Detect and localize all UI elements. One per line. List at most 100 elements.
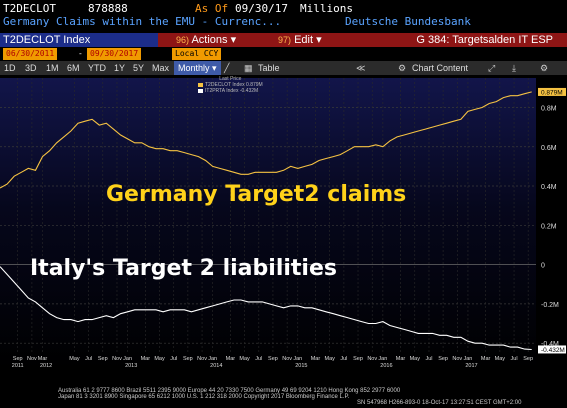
x-tick-year: 2011 xyxy=(12,363,24,369)
ticker-code: 878888 xyxy=(88,2,128,15)
x-tick-month: Nov xyxy=(282,356,292,362)
period-6m[interactable]: 6M xyxy=(67,63,80,73)
x-tick-month: Sep xyxy=(13,356,23,362)
series-line xyxy=(0,266,532,351)
x-tick-month: Jan xyxy=(208,356,217,362)
options-icon[interactable]: ⚙ xyxy=(540,63,549,73)
x-tick-month: Nov xyxy=(112,356,122,362)
legend-title: Last Price xyxy=(219,76,242,82)
x-tick-month: Mar xyxy=(481,356,491,362)
frequency-selector[interactable]: Monthly ▾ xyxy=(174,61,221,75)
last-value-label: -0.432M xyxy=(541,347,565,354)
date-range-bar: 06/30/2011 - 09/30/2017 Local CCY xyxy=(0,48,567,60)
x-tick-month: May xyxy=(410,356,421,362)
x-tick-month: Sep xyxy=(438,356,448,362)
x-tick-month: Jul xyxy=(340,356,347,362)
x-tick-month: May xyxy=(154,356,165,362)
index-name-field[interactable]: T2DECLOT Index xyxy=(0,33,158,47)
x-tick-month: Jul xyxy=(425,356,432,362)
y-tick-label: 0.4M xyxy=(541,184,557,191)
period-1m[interactable]: 1M xyxy=(46,63,59,73)
x-tick-month: Jan xyxy=(293,356,302,362)
x-tick-month: Mar xyxy=(38,356,48,362)
as-of-date: 09/30/17 xyxy=(235,2,288,15)
currency-selector[interactable]: Local CCY xyxy=(172,48,222,60)
germany-annotation: Germany Target2 claims xyxy=(106,182,407,207)
edit-number: 97) xyxy=(278,35,292,45)
period-toolbar: 1D 3D 1M 6M YTD 1Y 5Y Max Monthly ▾ ╱ ▦ … xyxy=(0,61,567,75)
last-value-badge xyxy=(538,345,566,354)
line-chart-icon[interactable]: ╱ xyxy=(224,63,230,73)
x-tick-year: 2017 xyxy=(465,363,477,369)
y-tick-label: 0.2M xyxy=(541,223,557,230)
x-tick-month: Sep xyxy=(523,356,533,362)
period-5y[interactable]: 5Y xyxy=(133,63,145,73)
x-tick-month: Jul xyxy=(511,356,518,362)
table-button[interactable]: Table xyxy=(258,63,280,73)
chart-content-button[interactable]: Chart Content xyxy=(412,63,469,73)
x-tick-month: Jan xyxy=(378,356,387,362)
x-tick-month: Sep xyxy=(98,356,108,362)
page-title: G 384: Targetsalden IT ESP xyxy=(416,34,553,46)
legend-entry-italy: IT2PRTA Index -0.432M xyxy=(198,88,263,94)
y-tick-label: 0 xyxy=(541,263,545,270)
period-1d[interactable]: 1D xyxy=(4,63,16,73)
description-bar: Germany Claims within the EMU - Currenc.… xyxy=(0,15,567,28)
settings-icon[interactable]: ⚙ xyxy=(398,63,407,73)
last-value-badge xyxy=(538,87,566,96)
zoom-in-icon[interactable]: ⤢ xyxy=(488,63,496,73)
header-bar: T2DECLOT 878888 As Of 09/30/17 Millions xyxy=(0,0,567,15)
series-description: Germany Claims within the EMU - Currenc.… xyxy=(3,15,282,28)
series-lines xyxy=(0,91,532,351)
x-axis: Sep Nov Mar May Jul Sep Nov Jan Mar May Jul Sep Nov J… xyxy=(12,356,533,369)
period-1y[interactable]: 1Y xyxy=(114,63,126,73)
table-icon[interactable]: ▦ xyxy=(244,63,253,73)
series-line xyxy=(0,91,532,189)
x-tick-month: Nov xyxy=(197,356,207,362)
period-max[interactable]: Max xyxy=(152,63,170,73)
period-3d[interactable]: 3D xyxy=(25,63,37,73)
edit-menu[interactable]: 97) Edit ▾ xyxy=(278,33,322,47)
x-tick-year: 2013 xyxy=(125,363,137,369)
legend-entry-germany: T2DECLOT Index 0.879M xyxy=(198,82,263,88)
ticker-symbol: T2DECLOT xyxy=(3,2,56,15)
end-date-field[interactable]: 09/30/2017 xyxy=(87,48,142,60)
legend-label-germany: T2DECLOT Index 0.879M xyxy=(205,82,263,88)
as-of-label: As Of xyxy=(195,2,229,15)
x-tick-month: Mar xyxy=(141,356,151,362)
last-value-label: 0.879M xyxy=(541,89,563,96)
y-tick-label: -0.4M xyxy=(541,341,559,348)
x-tick-month: May xyxy=(239,356,250,362)
x-tick-year: 2014 xyxy=(210,363,222,369)
gridlines xyxy=(0,78,536,353)
x-tick-year: 2016 xyxy=(380,363,392,369)
download-icon[interactable]: ⤓ xyxy=(512,63,516,73)
x-tick-month: Sep xyxy=(353,356,363,362)
x-tick-month: Mar xyxy=(226,356,236,362)
actions-label: Actions ▾ xyxy=(191,34,237,46)
collapse-left-icon[interactable]: ≪ xyxy=(356,63,366,73)
y-tick-label: 0.6M xyxy=(541,145,557,152)
x-tick-month: Jul xyxy=(170,356,177,362)
x-tick-month: Jul xyxy=(255,356,262,362)
x-tick-month: May xyxy=(495,356,506,362)
edit-label: Edit ▾ xyxy=(294,34,322,46)
x-tick-month: Nov xyxy=(452,356,462,362)
chart-legend: Last Price T2DECLOT Index 0.879M IT2PRTA… xyxy=(198,76,263,94)
x-tick-month: Jan xyxy=(463,356,472,362)
legend-label-italy: IT2PRTA Index -0.432M xyxy=(205,88,259,94)
period-ytd[interactable]: YTD xyxy=(88,63,106,73)
x-tick-month: May xyxy=(69,356,80,362)
command-toolbar: T2DECLOT Index 96) Actions ▾ 97) Edit ▾ … xyxy=(0,33,567,47)
y-tick-label: -0.2M xyxy=(541,302,559,309)
actions-number: 96) xyxy=(176,35,190,45)
legend-swatch-italy xyxy=(198,88,203,93)
plot-background xyxy=(0,78,536,368)
actions-menu[interactable]: 96) Actions ▾ xyxy=(176,33,236,47)
y-axis: 0.8M 0.6M 0.4M 0.2M 0 -0.2M -0.4M 0.879M -0.432M xyxy=(538,87,566,354)
units-label: Millions xyxy=(300,2,353,15)
italy-annotation: Italy's Target 2 liabilities xyxy=(30,256,337,281)
x-tick-year: 2015 xyxy=(295,363,307,369)
start-date-field[interactable]: 06/30/2011 xyxy=(3,48,58,60)
x-tick-month: Sep xyxy=(268,356,278,362)
